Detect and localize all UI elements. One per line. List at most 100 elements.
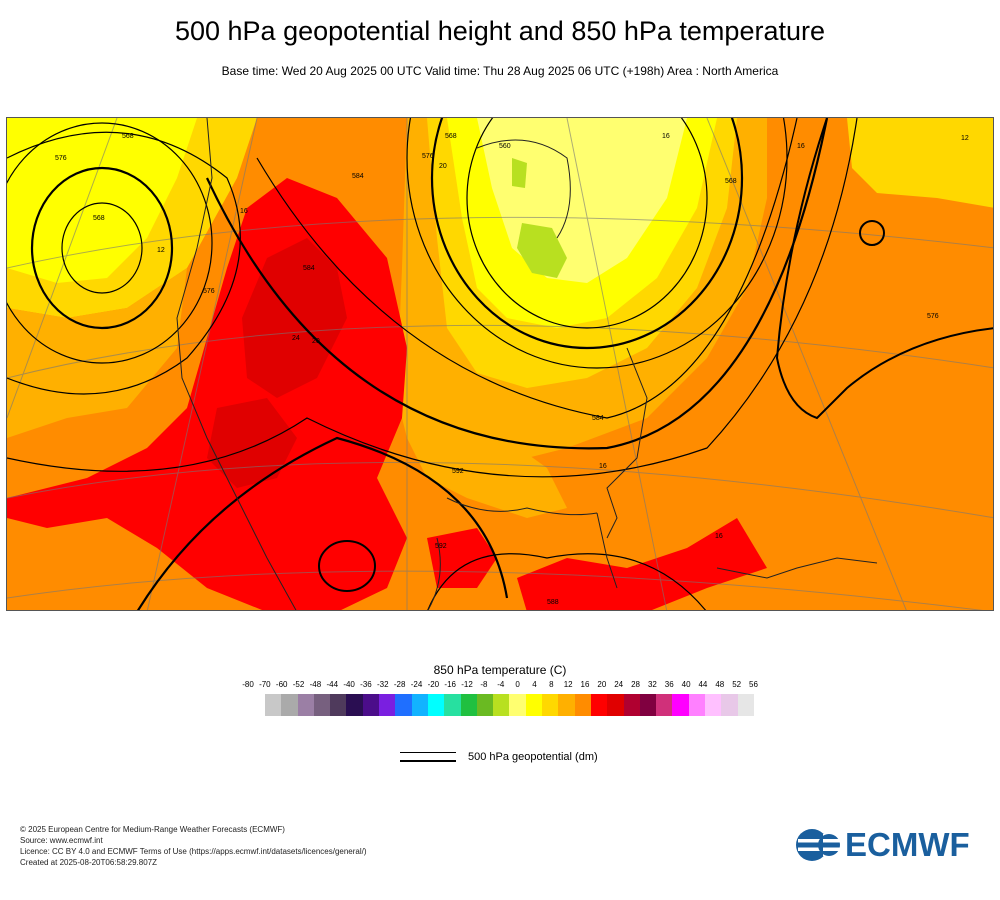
legend-swatch bbox=[558, 694, 575, 716]
contour-label: 20 bbox=[439, 163, 447, 170]
contour-labels: 568 576 568 576 584 576 568 560 568 576 … bbox=[55, 133, 969, 606]
legend-tick-label: 12 bbox=[563, 680, 573, 689]
legend-swatch bbox=[672, 694, 689, 716]
legend-tick-label: 0 bbox=[515, 680, 520, 689]
legend-swatch bbox=[623, 694, 640, 716]
chart-title: 500 hPa geopotential height and 850 hPa … bbox=[174, 16, 825, 46]
legend-tick-label: 16 bbox=[580, 680, 590, 689]
contour-label: 576 bbox=[203, 288, 215, 295]
ecmwf-logo: ECMWF bbox=[795, 826, 970, 864]
legend-tick-label: 40 bbox=[681, 680, 691, 689]
legend-tick-label: 52 bbox=[732, 680, 742, 689]
geopotential-line-icon bbox=[400, 750, 456, 764]
legend-tick-label: -4 bbox=[497, 680, 505, 689]
legend-tick-label: -60 bbox=[275, 680, 288, 689]
legend-swatch bbox=[509, 694, 526, 716]
contour-label: 576 bbox=[55, 155, 67, 162]
contour-label: 24 bbox=[292, 335, 300, 342]
contour-label: 20 bbox=[312, 338, 320, 345]
legend-tick-label: 24 bbox=[614, 680, 624, 689]
legend-tick-label: 44 bbox=[698, 680, 708, 689]
legend-tick-label: -12 bbox=[461, 680, 473, 689]
contour-label: 568 bbox=[93, 215, 105, 222]
temperature-legend-title: 850 hPa temperature (C) bbox=[433, 663, 567, 677]
contour-label: 12 bbox=[157, 247, 165, 254]
legend-swatch bbox=[460, 694, 477, 716]
contour-label: 560 bbox=[499, 143, 511, 150]
legend-swatch bbox=[444, 694, 461, 716]
legend-swatch bbox=[493, 694, 510, 716]
legend-tick-label: 28 bbox=[631, 680, 640, 689]
geopotential-legend-label: 500 hPa geopotential (dm) bbox=[468, 751, 598, 763]
temp-20-region-south bbox=[517, 518, 767, 610]
legend-tick-label: -48 bbox=[309, 680, 322, 689]
legend-swatch bbox=[395, 694, 412, 716]
legend-swatch bbox=[737, 694, 754, 716]
legend-swatch bbox=[281, 694, 298, 716]
legend-swatch bbox=[656, 694, 673, 716]
temp-16-region-se bbox=[397, 398, 567, 518]
legend-tick-label: -8 bbox=[480, 680, 488, 689]
legend-tick-label: -36 bbox=[360, 680, 372, 689]
contour-label: 12 bbox=[961, 135, 969, 142]
contour-label: 16 bbox=[240, 208, 248, 215]
contour-label: 16 bbox=[599, 463, 607, 470]
legend-tick-label: 56 bbox=[749, 680, 758, 689]
legend-swatch bbox=[411, 694, 428, 716]
contour-label: 592 bbox=[435, 543, 447, 550]
map-svg: 568 576 568 576 584 576 568 560 568 576 … bbox=[7, 118, 993, 610]
legend-swatch bbox=[525, 694, 543, 716]
legend-tick-label: 20 bbox=[597, 680, 607, 689]
legend-tick-label: -28 bbox=[393, 680, 406, 689]
contour-label: 568 bbox=[725, 178, 737, 185]
footer-created: Created at 2025-08-20T06:58:29.807Z bbox=[20, 858, 157, 867]
legend-tick-label: -40 bbox=[343, 680, 355, 689]
legend-swatch bbox=[607, 694, 624, 716]
contour-label: 592 bbox=[452, 468, 464, 475]
temp-16-region-nw bbox=[7, 268, 187, 438]
legend-tick-label: -20 bbox=[427, 680, 440, 689]
legend-tick-label: 8 bbox=[549, 680, 554, 689]
contour-label: 16 bbox=[662, 133, 670, 140]
contour-label: 584 bbox=[352, 173, 364, 180]
legend-swatch bbox=[590, 694, 608, 716]
legend-swatch bbox=[542, 694, 559, 716]
geopotential-contours bbox=[7, 118, 993, 610]
legend-swatch bbox=[379, 694, 396, 716]
legend-tick-label: -44 bbox=[326, 680, 339, 689]
legend-swatch bbox=[688, 694, 706, 716]
legend-tick-label: 32 bbox=[647, 680, 657, 689]
contour-label: 568 bbox=[445, 133, 457, 140]
forecast-map: 568 576 568 576 584 576 568 560 568 576 … bbox=[6, 117, 994, 611]
legend-tick-label: -52 bbox=[292, 680, 305, 689]
ecmwf-logo-icon bbox=[796, 829, 841, 861]
contour-label: 16 bbox=[715, 533, 723, 540]
legend-tick-label: -32 bbox=[377, 680, 389, 689]
contour-label: 584 bbox=[303, 265, 315, 272]
contour-label: 588 bbox=[547, 599, 559, 606]
footer-copyright: © 2025 European Centre for Medium-Range … bbox=[20, 825, 285, 834]
contour-label: 576 bbox=[422, 153, 434, 160]
contour-label: 568 bbox=[122, 133, 134, 140]
legend-tick-label: -70 bbox=[259, 680, 271, 689]
geopotential-legend: 500 hPa geopotential (dm) bbox=[400, 748, 598, 766]
temp-8-region-nw bbox=[7, 118, 197, 283]
legend-swatch bbox=[427, 694, 445, 716]
legend-swatch bbox=[330, 694, 347, 716]
ecmwf-logo-text: ECMWF bbox=[845, 826, 970, 863]
legend-tick-label: 36 bbox=[664, 680, 674, 689]
legend-swatch bbox=[313, 694, 331, 716]
legend-tick-label: -24 bbox=[410, 680, 423, 689]
legend-swatch bbox=[476, 694, 494, 716]
legend-tick-label: 48 bbox=[715, 680, 725, 689]
legend-swatch bbox=[362, 694, 380, 716]
legend-swatch bbox=[574, 694, 591, 716]
legend-swatch bbox=[721, 694, 738, 716]
legend-swatch bbox=[639, 694, 657, 716]
contour-label: 576 bbox=[927, 313, 939, 320]
legend-swatch bbox=[297, 694, 314, 716]
legend-swatch bbox=[265, 694, 282, 716]
legend-swatch bbox=[705, 694, 722, 716]
temp-12-region-ne bbox=[847, 118, 993, 208]
footer-licence: Licence: CC BY 4.0 and ECMWF Terms of Us… bbox=[20, 847, 367, 856]
